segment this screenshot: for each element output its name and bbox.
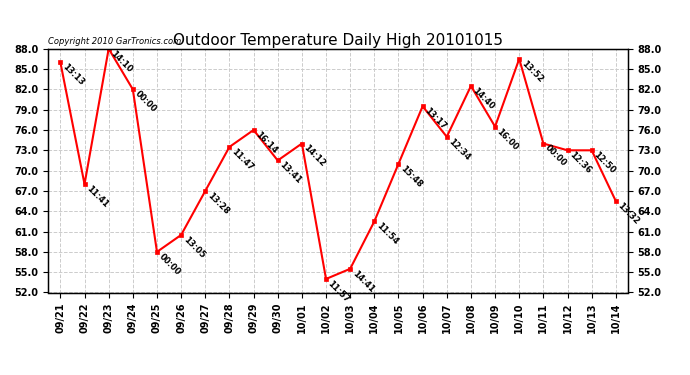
Text: 13:32: 13:32 <box>616 201 641 226</box>
Text: 11:41: 11:41 <box>85 184 110 210</box>
Text: 14:12: 14:12 <box>302 144 327 169</box>
Text: 11:54: 11:54 <box>375 221 400 247</box>
Text: 00:00: 00:00 <box>544 144 569 168</box>
Text: Copyright 2010 GarTronics.com: Copyright 2010 GarTronics.com <box>48 38 181 46</box>
Text: 13:05: 13:05 <box>181 235 206 260</box>
Text: 00:00: 00:00 <box>133 89 158 114</box>
Text: 11:57: 11:57 <box>326 279 351 304</box>
Title: Outdoor Temperature Daily High 20101015: Outdoor Temperature Daily High 20101015 <box>173 33 503 48</box>
Text: 13:13: 13:13 <box>61 62 86 87</box>
Text: 13:17: 13:17 <box>423 106 448 132</box>
Text: 00:00: 00:00 <box>157 252 182 277</box>
Text: 16:00: 16:00 <box>495 127 520 152</box>
Text: 11:47: 11:47 <box>230 147 255 172</box>
Text: 13:52: 13:52 <box>520 59 544 84</box>
Text: 16:14: 16:14 <box>254 130 279 155</box>
Text: 12:50: 12:50 <box>592 150 617 176</box>
Text: 12:34: 12:34 <box>447 137 472 162</box>
Text: 15:48: 15:48 <box>399 164 424 189</box>
Text: 13:41: 13:41 <box>278 160 303 186</box>
Text: 12:36: 12:36 <box>568 150 593 176</box>
Text: 14:41: 14:41 <box>351 269 375 294</box>
Text: 14:40: 14:40 <box>471 86 496 111</box>
Text: 13:28: 13:28 <box>206 191 230 216</box>
Text: 14:10: 14:10 <box>109 49 134 74</box>
